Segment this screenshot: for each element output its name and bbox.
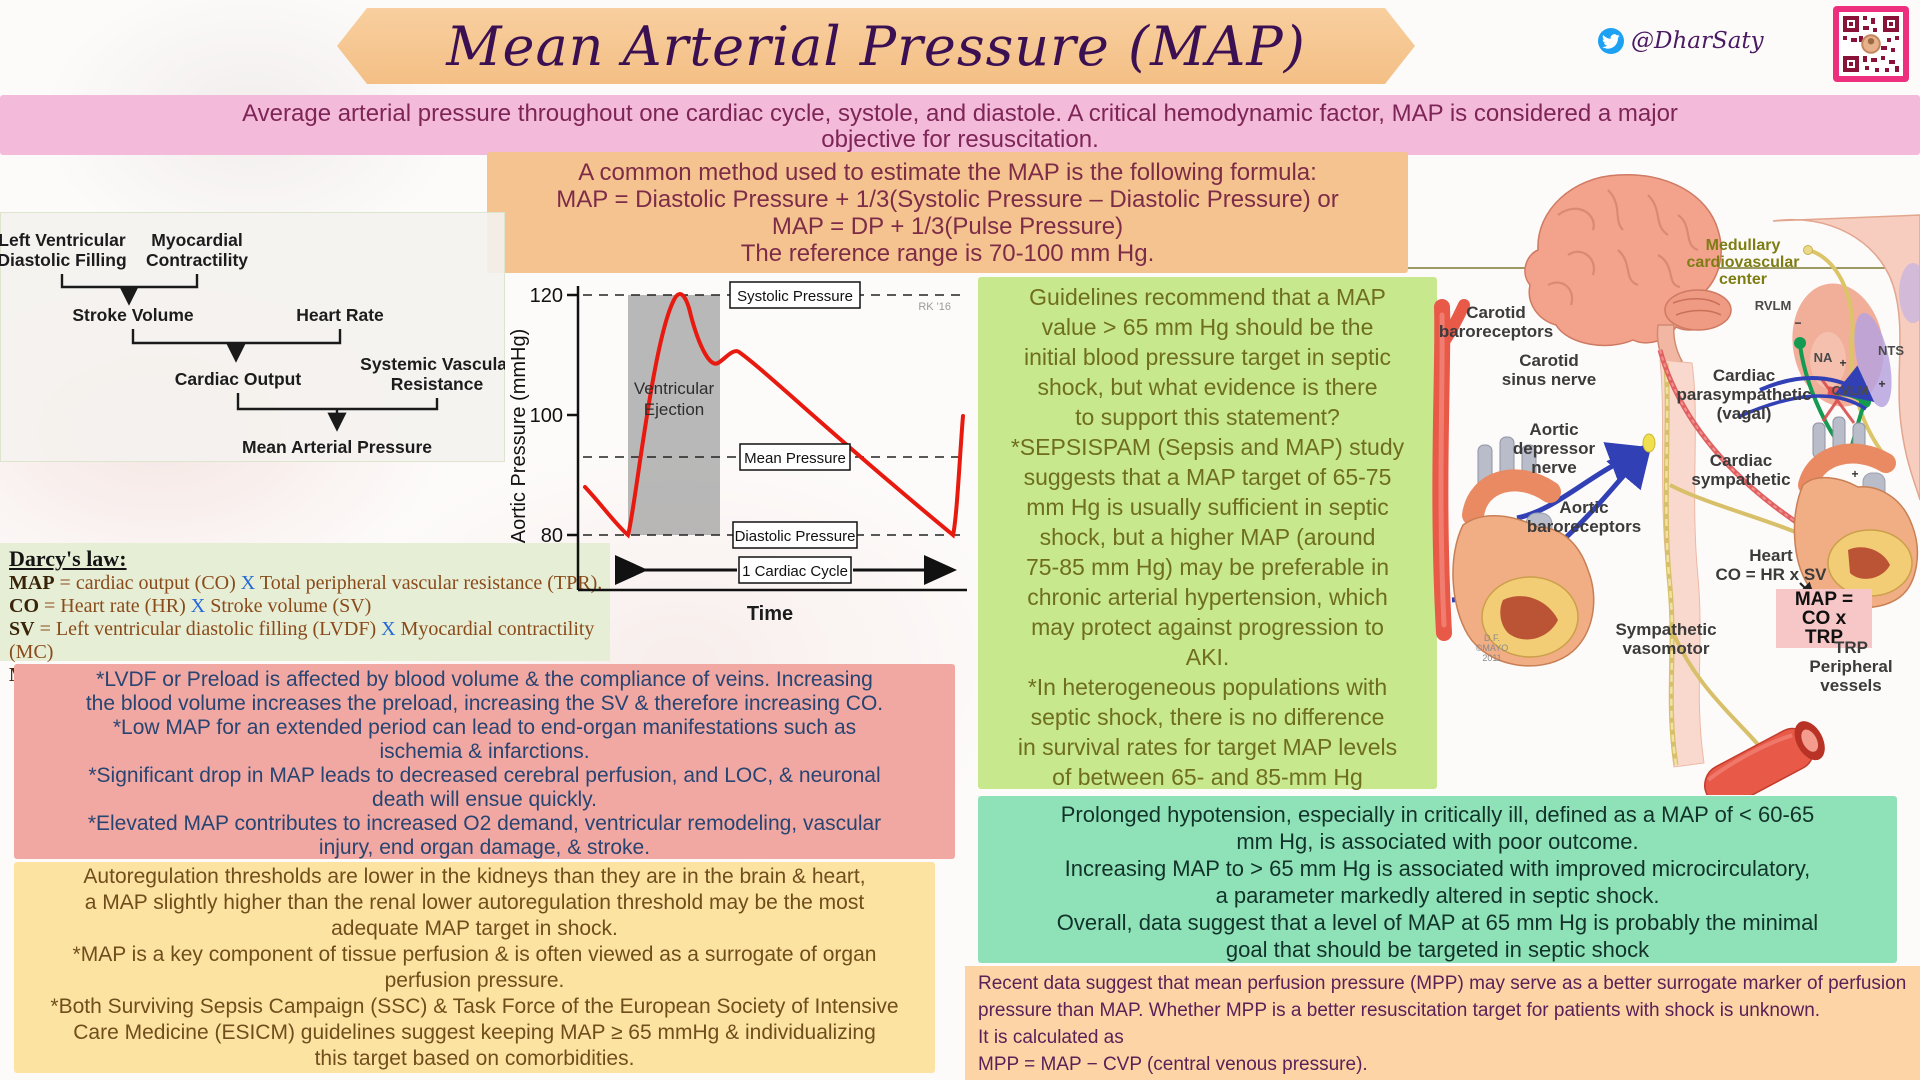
diastolic-pressure-label: Diastolic Pressure — [735, 528, 856, 545]
cardiac-cycle-label: 1 Cardiac Cycle — [742, 563, 848, 580]
darcys-law-box: Darcy's law: MAP = cardiac output (CO) X… — [0, 543, 610, 686]
label-cardiac-sympathetic: Cardiac sympathetic — [1691, 451, 1791, 489]
svg-text:+: + — [1851, 467, 1858, 481]
carotid-sinus-junction — [1642, 433, 1656, 453]
svg-text:Myocardial: Myocardial — [151, 230, 242, 250]
ventricular-ejection-region — [628, 295, 720, 535]
right-heart — [1793, 416, 1919, 609]
guidelines-box: Guidelines recommend that a MAP value > … — [978, 277, 1437, 790]
qr-code — [1833, 6, 1909, 82]
svg-text:Diastolic Filling: Diastolic Filling — [0, 250, 127, 270]
darcy-map-line: MAP = cardiac output (CO) X Total periph… — [9, 572, 603, 594]
label-sympathetic-vasomotor: Sympathetic vasomotor — [1615, 620, 1717, 658]
svg-text:Cardiac Output: Cardiac Output — [175, 369, 302, 389]
graph-watermark: RK '16 — [918, 301, 951, 313]
label-carotid-sinus-nerve: Carotid sinus nerve — [1501, 351, 1597, 389]
determinants-flowchart: Left Ventricular Diastolic Filling Myoca… — [0, 230, 505, 457]
aortic-pressure-graph: 120 100 80 Aortic Pressure (mmHg) Ventri… — [508, 281, 967, 625]
twitter-handle[interactable]: @DharSaty — [1631, 28, 1764, 54]
preload-notes-box: *LVDF or Preload is affected by blood vo… — [14, 664, 955, 859]
label-rvlm: RVLM — [1754, 298, 1792, 313]
y-axis-label: Aortic Pressure (mmHg) — [508, 329, 530, 543]
svg-text:Resistance: Resistance — [391, 374, 484, 394]
label-na: NA — [1813, 350, 1833, 365]
twitter-icon — [1598, 28, 1624, 54]
label-medullary-center: Medullary cardiovascular center — [1686, 237, 1800, 288]
label-cardiac-parasympathetic: Cardiac parasympathetic (vagal) — [1676, 366, 1812, 423]
page-title: Mean Arterial Pressure (MAP) — [446, 14, 1306, 78]
label-heart-co: Heart CO = HR x SV — [1715, 546, 1827, 584]
svg-text:Systemic Vascular: Systemic Vascular — [360, 354, 505, 374]
pressure-curve — [583, 292, 965, 539]
svg-text:Contractility: Contractility — [146, 250, 248, 270]
autoregulation-box: Autoregulation thresholds are lower in t… — [14, 862, 935, 1073]
left-heart — [1452, 436, 1595, 667]
twitter-attribution: @DharSaty — [1598, 28, 1764, 54]
determinants-flowchart-panel — [0, 212, 505, 462]
mean-pressure-label: Mean Pressure — [744, 450, 846, 467]
label-carotid-baroreceptors: Carotid baroreceptors — [1438, 303, 1554, 341]
hypotension-box: Prolonged hypotension, especially in cri… — [978, 796, 1897, 963]
baroreflex-anatomy-illustration: − + + + — [1408, 174, 1920, 795]
darcys-law-heading: Darcy's law: — [9, 546, 127, 571]
label-cvlm: CVLM — [1831, 383, 1869, 398]
brain — [1524, 174, 1732, 368]
subtitle-banner: Average arterial pressure throughout one… — [0, 95, 1920, 155]
ytick-80: 80 — [541, 525, 563, 547]
label-aortic-baroreceptors: Aortic baroreceptors — [1526, 498, 1642, 536]
darcy-co-line: CO = Heart rate (HR) X Stroke volume (SV… — [9, 595, 372, 617]
systolic-pressure-label: Systolic Pressure — [737, 288, 853, 305]
svg-text:Stroke Volume: Stroke Volume — [72, 305, 194, 325]
x-axis-label: Time — [747, 603, 793, 625]
medulla-section — [1772, 214, 1920, 501]
label-aortic-depressor-nerve: Aortic depressor nerve — [1512, 420, 1596, 477]
svg-text:+: + — [1839, 356, 1846, 370]
ejection-label-1: Ventricular — [634, 379, 715, 398]
svg-text:−: − — [1794, 316, 1801, 330]
svg-text:Heart Rate: Heart Rate — [296, 305, 384, 325]
svg-text:Mean Arterial Pressure: Mean Arterial Pressure — [242, 437, 432, 457]
ytick-120: 120 — [530, 285, 563, 307]
map-formula-box: A common method used to estimate the MAP… — [487, 152, 1408, 273]
title-banner: Mean Arterial Pressure (MAP) — [337, 8, 1415, 84]
label-nts: NTS — [1878, 343, 1904, 358]
ytick-100: 100 — [530, 405, 563, 427]
darcy-sv-line: SV = Left ventricular diastolic filling … — [9, 618, 595, 663]
mpp-note-box: Recent data suggest that mean perfusion … — [965, 966, 1920, 1080]
label-trp-peripheral-vessels: TRP Peripheral vessels — [1809, 638, 1893, 695]
label-map-equation: MAP = CO x TRP — [1776, 589, 1872, 648]
peripheral-vessel — [1704, 721, 1825, 795]
svg-text:+: + — [1878, 377, 1885, 391]
ejection-label-2: Ejection — [644, 400, 704, 419]
svg-text:Left Ventricular: Left Ventricular — [0, 230, 126, 250]
vasomotor-nerve — [1668, 624, 1762, 749]
label-illustration-credit: D.F. ©MAYO 2011 — [1475, 633, 1509, 663]
